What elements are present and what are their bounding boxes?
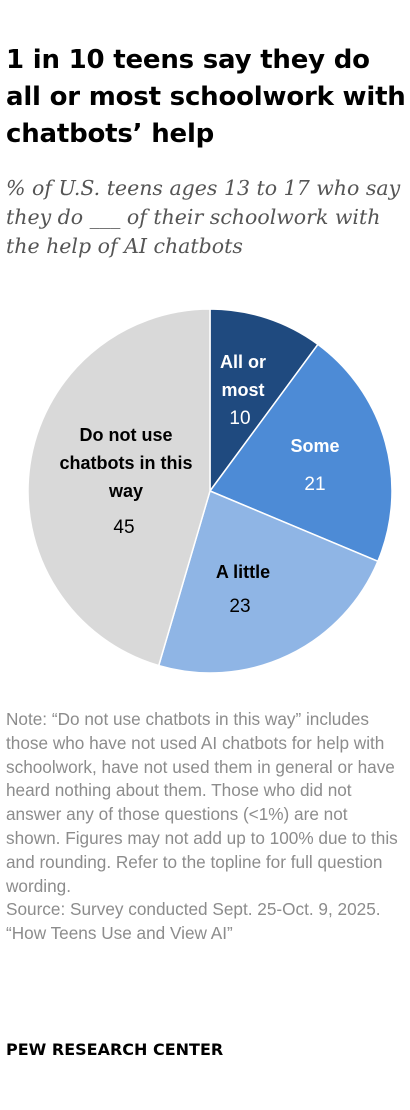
pie-slice-some — [208, 343, 393, 563]
slice-label-all-or-most: All or most — [220, 352, 266, 400]
pie-chart: All or most 10 Some 21 A little 23 Do not use ch… — [27, 308, 393, 674]
slice-value-all-or-most: 10 — [229, 408, 250, 429]
source-text: Source: Survey conducted Sept. 25-Oct. 9… — [6, 899, 381, 920]
report-title: “How Teens Use and View AI” — [6, 923, 233, 944]
slice-value-a-little: 23 — [229, 596, 250, 617]
note-text: Note: “Do not use chatbots in this way” … — [6, 709, 398, 896]
slice-value-do-not-use-chatbots-in-this-way: 45 — [113, 517, 134, 538]
pew-logo-text: PEW RESEARCH CENTER — [6, 1040, 224, 1059]
pie-slice-all-or-most — [209, 308, 319, 494]
slice-label-a-little: A little — [216, 562, 270, 582]
notes-block: Note: “Do not use chatbots in this way” … — [6, 708, 404, 946]
chart-title: 1 in 10 teens say they do all or most sc… — [6, 45, 406, 149]
slice-label-some: Some — [290, 436, 339, 456]
slice-value-some: 21 — [304, 474, 325, 495]
chart-subtitle: % of U.S. teens ages 13 to 17 who say th… — [6, 176, 401, 258]
slice-label-do-not-use-chatbots-in-this-way: Do not use chatbots in this way — [59, 425, 192, 501]
pie-slice-do-not-use-chatbots-in-this-way — [27, 308, 211, 667]
pie-slice-a-little — [157, 489, 379, 674]
